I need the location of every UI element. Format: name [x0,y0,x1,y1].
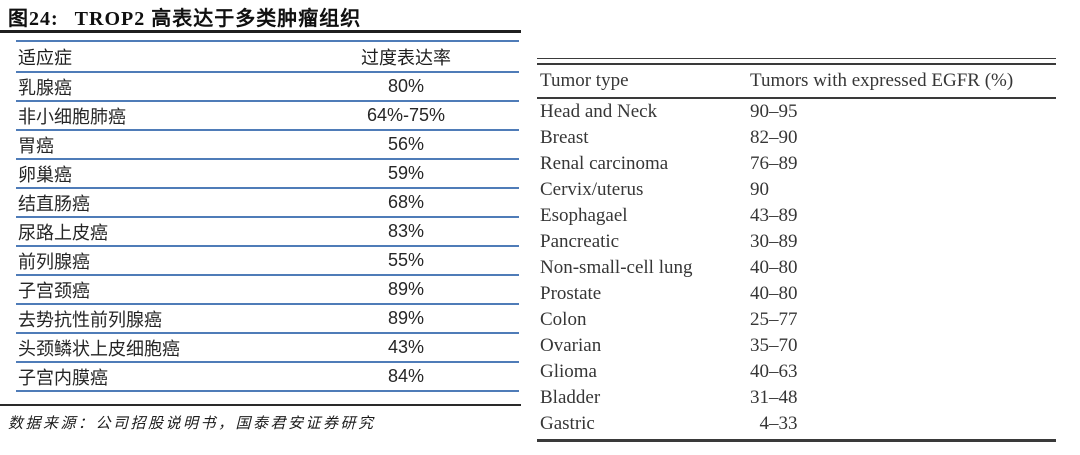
range-cell: 31–48 [750,387,798,408]
rate-cell: 59% [387,163,425,183]
rate-cell: 84% [387,366,425,386]
figure-label: 图24: [8,8,59,30]
tumor-type-cell: Colon [540,309,587,330]
rate-cell: 83% [387,221,425,241]
trop2-header-indication: 适应症 [18,47,72,68]
table-row: 非小细胞肺癌 64%-75% [16,102,519,131]
table-row: 前列腺癌 55% [16,247,519,276]
tumor-type-cell: Cervix/uterus [540,179,644,200]
data-source-note: 数据来源：公司招股说明书，国泰君安证券研究 [8,416,376,432]
indication-cell: 子宫颈癌 [18,280,90,301]
table-row: Colon 25–77 [537,307,1056,333]
table-row: Esophagael 43–89 [537,203,1056,229]
tumor-type-cell: Non-small-cell lung [540,257,693,278]
table-row: 卵巢癌 59% [16,160,519,189]
indication-cell: 结直肠癌 [18,193,90,214]
rate-cell: 89% [387,308,425,328]
egfr-table-header-row: Tumor type Tumors with expressed EGFR (%… [537,65,1056,99]
egfr-header-tumor-type: Tumor type [540,70,629,91]
indication-cell: 卵巢癌 [18,164,72,185]
range-cell: 40–63 [750,361,798,382]
indication-cell: 乳腺癌 [18,77,72,98]
table-row: 结直肠癌 68% [16,189,519,218]
table-row: Ovarian 35–70 [537,333,1056,359]
indication-cell: 非小细胞肺癌 [18,106,126,127]
trop2-table-body: 乳腺癌 80% 非小细胞肺癌 64%-75% 胃癌 56% 卵巢癌 59% 结直… [16,73,519,392]
tumor-type-cell: Breast [540,127,589,148]
tumor-type-cell: Bladder [540,387,601,408]
range-cell: 40–80 [750,283,798,304]
table-row: 子宫颈癌 89% [16,276,519,305]
indication-cell: 去势抗性前列腺癌 [18,309,162,330]
indication-cell: 子宫内膜癌 [18,367,108,388]
table-row: Breast 82–90 [537,125,1056,151]
table-row: 尿路上皮癌 83% [16,218,519,247]
rate-cell: 68% [387,192,425,212]
table-row: Glioma 40–63 [537,359,1056,385]
tumor-type-cell: Head and Neck [540,101,658,122]
range-cell: 35–70 [750,335,798,356]
range-cell: 4–33 [750,413,798,434]
table-row: 去势抗性前列腺癌 89% [16,305,519,334]
range-cell: 43–89 [750,205,798,226]
rate-cell: 56% [387,134,425,154]
range-cell: 82–90 [750,127,798,148]
trop2-expression-table: 适应症 过度表达率 乳腺癌 80% 非小细胞肺癌 64%-75% 胃癌 56% … [16,40,519,392]
table-row: Non-small-cell lung 40–80 [537,255,1056,281]
rate-cell: 55% [387,250,425,270]
source-divider-rule [0,404,521,406]
table-row: 胃癌 56% [16,131,519,160]
table-row: 乳腺癌 80% [16,73,519,102]
table-row: Prostate 40–80 [537,281,1056,307]
egfr-header-expression: Tumors with expressed EGFR (%) [750,70,1014,91]
range-cell: 76–89 [750,153,798,174]
range-cell: 30–89 [750,231,798,252]
rate-cell: 43% [387,337,425,357]
trop2-header-rate: 过度表达率 [361,47,451,68]
rate-cell: 89% [387,279,425,299]
rate-cell: 64%-75% [366,105,446,125]
table-row: Cervix/uterus 90 [537,177,1056,203]
tumor-type-cell: Pancreatic [540,231,620,252]
tumor-type-cell: Prostate [540,283,602,304]
range-cell: 90 [750,179,769,200]
tumor-type-cell: Glioma [540,361,597,382]
figure-title-text: TROP2 高表达于多类肿瘤组织 [74,8,362,30]
egfr-table-body: Head and Neck 90–95 Breast 82–90 Renal c… [537,99,1056,437]
tumor-type-cell: Esophagael [540,205,628,226]
tumor-type-cell: Renal carcinoma [540,153,669,174]
title-underline-rule [0,30,521,33]
range-cell: 25–77 [750,309,798,330]
table-row: 子宫内膜癌 84% [16,363,519,392]
indication-cell: 尿路上皮癌 [18,222,108,243]
tumor-type-cell: Ovarian [540,335,602,356]
rate-cell: 80% [387,76,425,96]
indication-cell: 前列腺癌 [18,251,90,272]
table-row: Bladder 31–48 [537,385,1056,411]
table-row: Renal carcinoma 76–89 [537,151,1056,177]
table-row: Head and Neck 90–95 [537,99,1056,125]
figure-title: 图24: TROP2 高表达于多类肿瘤组织 [8,2,528,31]
trop2-table-header-row: 适应症 过度表达率 [16,42,519,73]
table-row: 头颈鳞状上皮细胞癌 43% [16,334,519,363]
egfr-expression-table: Tumor type Tumors with expressed EGFR (%… [537,58,1056,442]
indication-cell: 头颈鳞状上皮细胞癌 [18,338,180,359]
egfr-table-top-rule [537,58,1056,65]
range-cell: 40–80 [750,257,798,278]
range-cell: 90–95 [750,101,798,122]
egfr-table-bottom-rule [537,439,1056,442]
tumor-type-cell: Gastric [540,413,595,434]
table-row: Pancreatic 30–89 [537,229,1056,255]
indication-cell: 胃癌 [18,135,54,156]
table-row: Gastric 4–33 [537,411,1056,437]
